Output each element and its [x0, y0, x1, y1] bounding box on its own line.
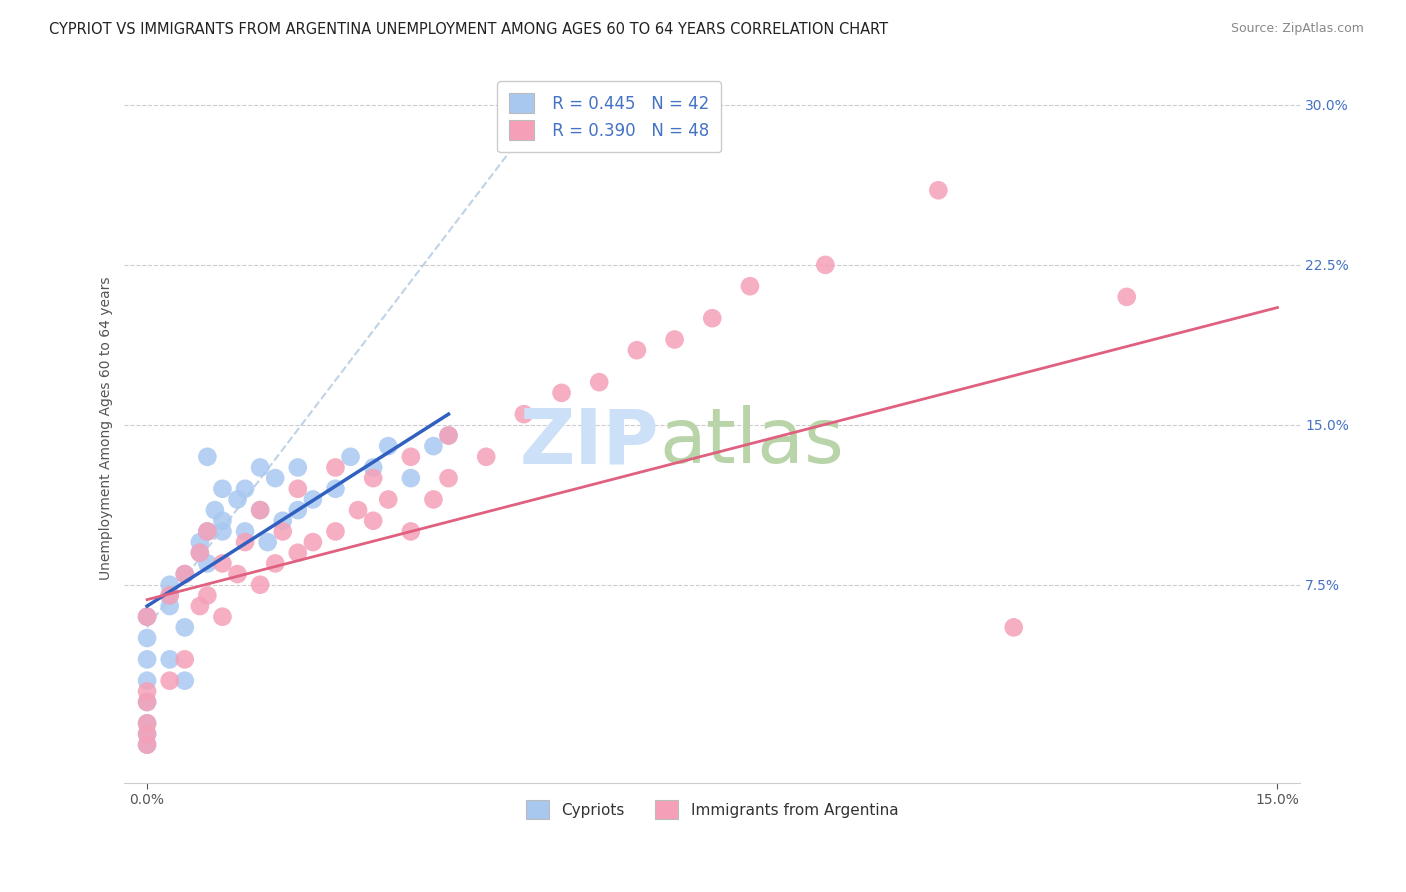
Point: [136, 738, 159, 752]
Point: [136, 652, 159, 666]
Point: [233, 482, 256, 496]
Point: [702, 311, 724, 326]
Point: [173, 620, 195, 634]
Point: [550, 385, 572, 400]
Point: [136, 727, 159, 741]
Text: CYPRIOT VS IMMIGRANTS FROM ARGENTINA UNEMPLOYMENT AMONG AGES 60 TO 64 YEARS CORR: CYPRIOT VS IMMIGRANTS FROM ARGENTINA UNE…: [49, 22, 889, 37]
Point: [211, 482, 233, 496]
Point: [159, 588, 181, 602]
Point: [195, 450, 218, 464]
Y-axis label: Unemployment Among Ages 60 to 64 years: Unemployment Among Ages 60 to 64 years: [100, 277, 114, 580]
Text: Source: ZipAtlas.com: Source: ZipAtlas.com: [1230, 22, 1364, 36]
Point: [195, 524, 218, 539]
Point: [339, 450, 361, 464]
Point: [249, 460, 271, 475]
Point: [422, 439, 444, 453]
Point: [136, 684, 159, 698]
Point: [211, 609, 233, 624]
Point: [437, 471, 460, 485]
Point: [226, 567, 249, 582]
Point: [256, 535, 278, 549]
Point: [399, 450, 422, 464]
Point: [211, 524, 233, 539]
Point: [136, 609, 159, 624]
Point: [188, 535, 211, 549]
Legend: Cypriots, Immigrants from Argentina: Cypriots, Immigrants from Argentina: [520, 794, 904, 825]
Point: [136, 727, 159, 741]
Point: [136, 695, 159, 709]
Point: [361, 471, 384, 485]
Point: [249, 503, 271, 517]
Point: [325, 482, 347, 496]
Point: [814, 258, 837, 272]
Point: [173, 652, 195, 666]
Point: [626, 343, 648, 358]
Point: [204, 503, 226, 517]
Point: [513, 407, 536, 421]
Point: [738, 279, 761, 293]
Point: [136, 609, 159, 624]
Point: [188, 546, 211, 560]
Point: [302, 492, 325, 507]
Point: [437, 428, 460, 442]
Text: ZIP: ZIP: [520, 405, 659, 479]
Point: [287, 460, 309, 475]
Point: [249, 578, 271, 592]
Point: [377, 439, 399, 453]
Point: [136, 631, 159, 645]
Text: atlas: atlas: [659, 405, 844, 479]
Point: [437, 428, 460, 442]
Point: [399, 471, 422, 485]
Point: [136, 738, 159, 752]
Point: [211, 557, 233, 571]
Point: [399, 524, 422, 539]
Point: [136, 716, 159, 731]
Point: [361, 460, 384, 475]
Point: [664, 333, 686, 347]
Point: [226, 492, 249, 507]
Point: [159, 588, 181, 602]
Point: [233, 524, 256, 539]
Point: [325, 524, 347, 539]
Point: [159, 578, 181, 592]
Point: [475, 450, 498, 464]
Point: [361, 514, 384, 528]
Point: [211, 514, 233, 528]
Point: [927, 183, 949, 197]
Point: [325, 460, 347, 475]
Point: [159, 652, 181, 666]
Point: [159, 673, 181, 688]
Point: [588, 375, 610, 389]
Point: [1002, 620, 1025, 634]
Point: [377, 492, 399, 507]
Point: [195, 588, 218, 602]
Point: [302, 535, 325, 549]
Point: [195, 557, 218, 571]
Point: [173, 567, 195, 582]
Point: [287, 482, 309, 496]
Point: [233, 535, 256, 549]
Point: [264, 471, 287, 485]
Point: [422, 492, 444, 507]
Point: [136, 673, 159, 688]
Point: [347, 503, 370, 517]
Point: [271, 524, 294, 539]
Point: [188, 599, 211, 613]
Point: [136, 695, 159, 709]
Point: [271, 514, 294, 528]
Point: [249, 503, 271, 517]
Point: [173, 673, 195, 688]
Point: [159, 599, 181, 613]
Point: [287, 503, 309, 517]
Point: [136, 716, 159, 731]
Point: [188, 546, 211, 560]
Point: [264, 557, 287, 571]
Point: [173, 567, 195, 582]
Point: [195, 524, 218, 539]
Point: [287, 546, 309, 560]
Point: [1115, 290, 1137, 304]
